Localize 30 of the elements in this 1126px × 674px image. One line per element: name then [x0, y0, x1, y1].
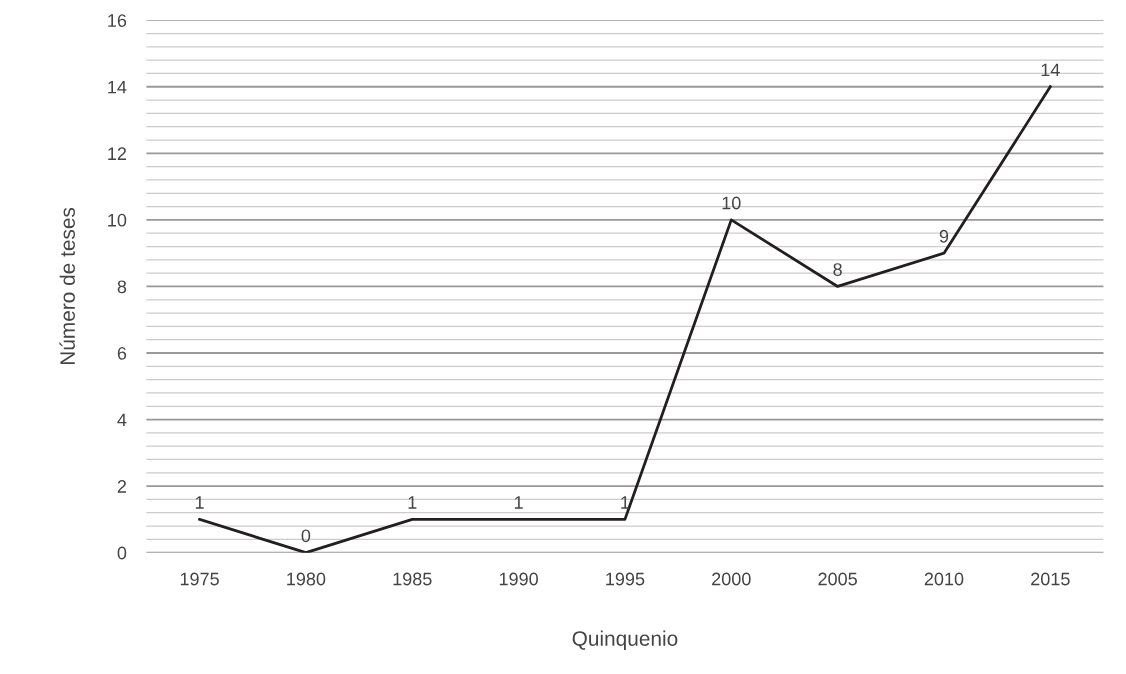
data-label: 1: [408, 496, 417, 509]
y-tick-label: 14: [108, 80, 127, 94]
y-tick-label: 8: [117, 280, 127, 294]
x-axis-title: Quinquenio: [572, 630, 678, 651]
data-label: 9: [939, 229, 949, 243]
x-tick-label: 2000: [712, 572, 751, 586]
y-tick-label: 0: [117, 546, 127, 560]
data-label: 1: [621, 496, 630, 509]
y-tick-label: 4: [117, 413, 127, 427]
data-label: 1: [195, 496, 204, 509]
x-tick-label: 2005: [818, 572, 857, 586]
line-series: [198, 85, 1052, 553]
x-tick-label: 1975: [180, 572, 219, 586]
data-label: 8: [833, 263, 842, 276]
x-tick-label: 2010: [924, 572, 964, 586]
y-tick-label: 16: [108, 14, 127, 27]
x-tick-label: 1990: [499, 572, 538, 586]
x-tick-label: 2015: [1031, 572, 1070, 586]
x-tick-label: 1995: [606, 572, 645, 586]
y-axis-title: Número de teses: [59, 207, 75, 365]
data-label: 10: [722, 196, 741, 210]
y-tick-label: 10: [108, 213, 127, 227]
y-tick-label: 12: [108, 147, 127, 160]
y-tick-label: 6: [117, 346, 127, 360]
data-label: 14: [1041, 63, 1060, 77]
x-tick-label: 1985: [393, 572, 432, 586]
data-label: 1: [514, 496, 523, 509]
x-tick-label: 1980: [287, 572, 326, 586]
data-label: 0: [301, 529, 311, 543]
y-tick-label: 2: [117, 480, 127, 493]
